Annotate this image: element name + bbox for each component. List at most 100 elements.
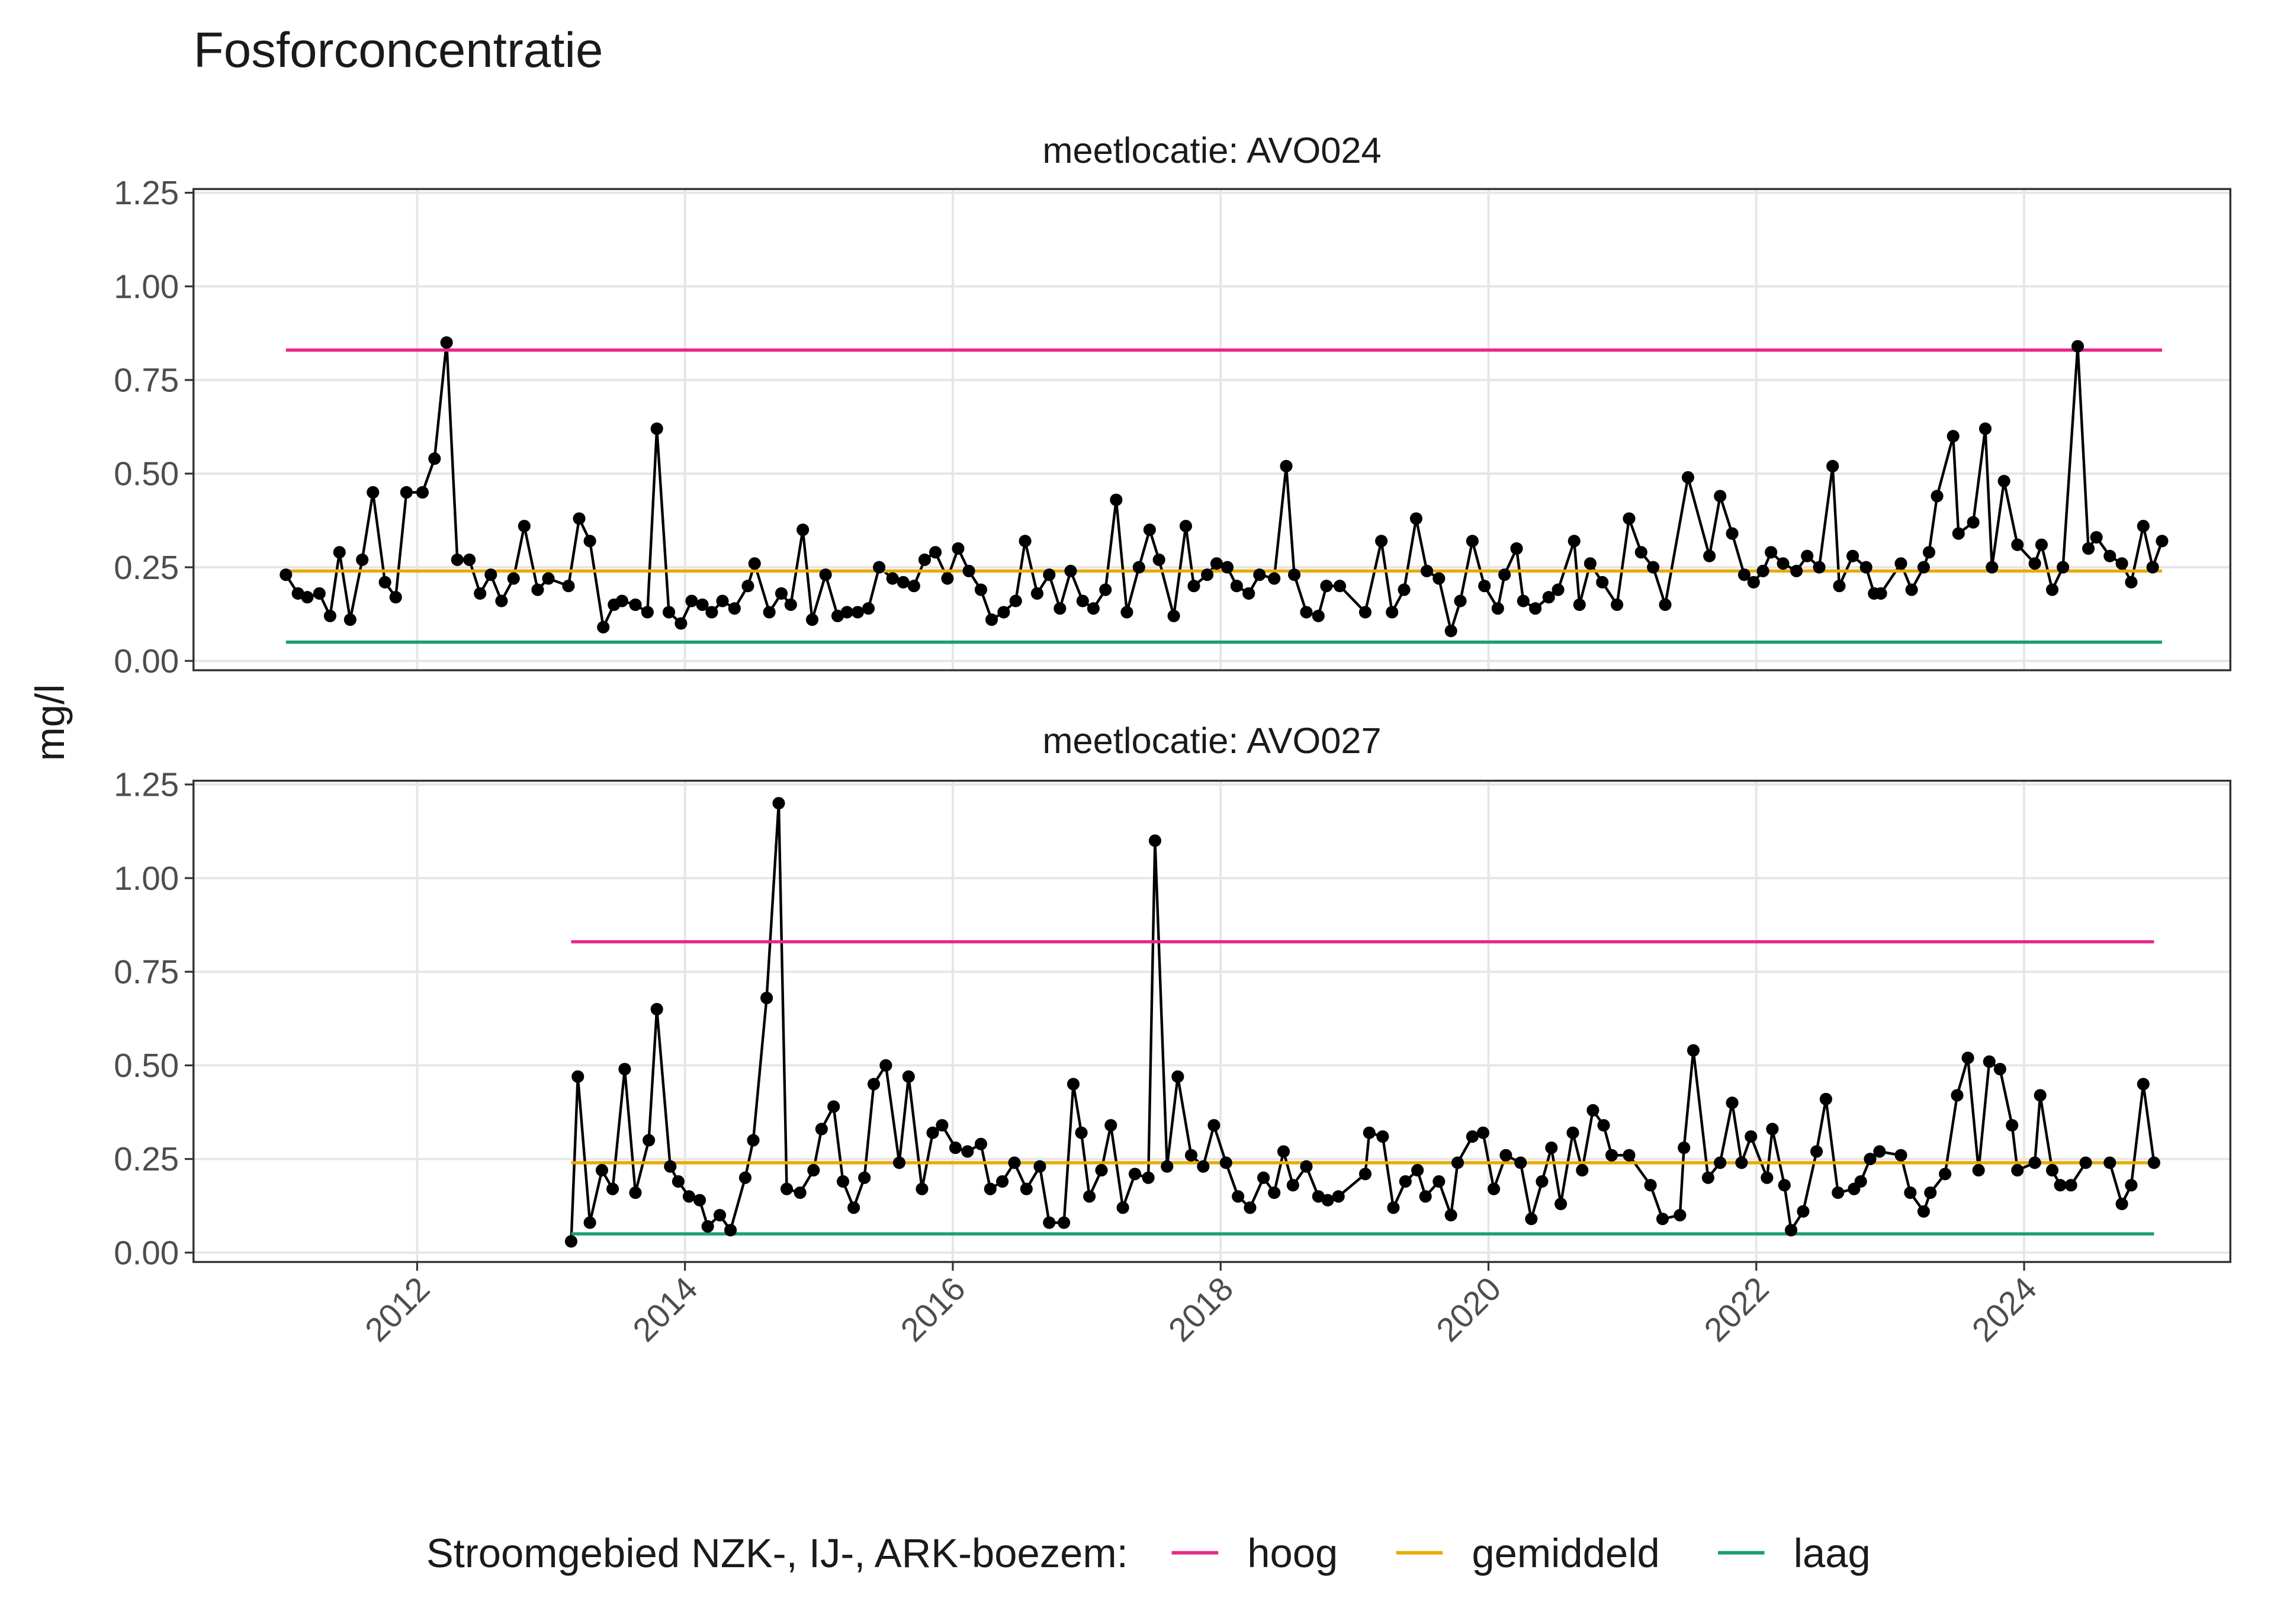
data-point [1904, 1186, 1917, 1199]
data-point [1152, 553, 1165, 567]
chart-title: Fosforconcentratie [194, 22, 603, 78]
data-point [2079, 1156, 2092, 1169]
data-point [333, 546, 346, 559]
y-tick-label: 1.00 [114, 268, 179, 305]
data-point [961, 1145, 974, 1158]
data-point [1387, 1201, 1400, 1214]
data-point [748, 557, 761, 570]
data-point [772, 797, 785, 810]
data-point [1701, 1171, 1714, 1184]
data-point [1167, 609, 1180, 622]
data-point [416, 486, 429, 499]
data-point [1363, 1126, 1376, 1139]
data-point [1517, 594, 1530, 607]
legend-title: Stroomgebied NZK-, IJ-, ARK-boezem: [426, 1530, 1128, 1576]
data-point [1961, 1051, 1974, 1065]
data-point [713, 1208, 727, 1222]
data-point [836, 1175, 850, 1188]
data-point [2137, 519, 2150, 533]
data-point [1358, 606, 1372, 619]
data-point [1320, 580, 1333, 593]
data-point [474, 587, 487, 600]
data-point [1726, 1096, 1739, 1110]
data-point [1268, 572, 1281, 585]
data-point [629, 598, 642, 611]
data-point [595, 1163, 609, 1177]
data-point [747, 1134, 760, 1147]
data-point [2146, 561, 2159, 574]
x-tick-label: 2020 [1429, 1270, 1508, 1349]
panel-title: meetlocatie: AVO027 [1042, 721, 1381, 761]
data-point [2057, 561, 2070, 574]
data-point [907, 580, 920, 593]
data-point [1846, 549, 1859, 562]
data-point [1566, 1126, 1579, 1139]
data-point [1761, 1171, 1774, 1184]
data-point [2011, 538, 2024, 551]
data-point [1826, 459, 1839, 472]
data-point [1894, 557, 1907, 570]
data-point [662, 606, 676, 619]
data-point [705, 606, 718, 619]
data-point [1433, 1175, 1446, 1188]
data-point [1280, 459, 1293, 472]
data-point [615, 594, 628, 607]
data-point [2006, 1119, 2019, 1132]
data-point [1726, 527, 1739, 540]
data-point [996, 1175, 1009, 1188]
data-point [1947, 430, 1960, 443]
data-point [1584, 557, 1597, 570]
data-point [1020, 1182, 1033, 1195]
data-point [1444, 625, 1457, 638]
data-point [1967, 516, 1980, 529]
data-point [1444, 1208, 1457, 1222]
data-point [1586, 1104, 1599, 1117]
data-point [1466, 1130, 1479, 1143]
data-point [1864, 1153, 1877, 1166]
data-point [775, 587, 788, 600]
data-point [807, 1163, 820, 1177]
data-point [1819, 1092, 1832, 1105]
data-point [1043, 1216, 1056, 1229]
data-point [1510, 542, 1523, 555]
data-point [1873, 1145, 1886, 1158]
data-point [763, 606, 776, 619]
data-point [650, 1003, 663, 1016]
data-point [606, 1182, 619, 1195]
panel-border [192, 779, 2232, 1263]
data-point [1552, 583, 1565, 596]
data-point [2028, 1156, 2041, 1169]
panel-border [192, 188, 2232, 671]
data-point [518, 519, 531, 533]
data-point [1801, 549, 1814, 562]
y-tick-label: 1.25 [114, 766, 179, 803]
data-point [1573, 598, 1586, 611]
panel-background [193, 780, 2231, 1262]
data-point [1931, 490, 1944, 503]
data-point [2071, 340, 2084, 353]
data-point [571, 1070, 584, 1083]
data-point [867, 1078, 881, 1091]
data-point [1478, 580, 1491, 593]
data-point [974, 1137, 988, 1150]
data-point [400, 486, 413, 499]
data-point [1411, 1163, 1424, 1177]
data-point [2045, 583, 2059, 596]
data-point [1687, 1044, 1700, 1057]
y-tick-label: 0.75 [114, 361, 179, 398]
y-tick-label: 0.25 [114, 549, 179, 586]
data-point [1451, 1156, 1464, 1169]
data-point [356, 553, 369, 567]
data-point [1536, 1175, 1549, 1188]
data-point [760, 992, 773, 1005]
data-point [542, 572, 555, 585]
data-point [851, 606, 864, 619]
y-tick-label: 1.25 [114, 174, 179, 211]
data-point [831, 609, 844, 622]
data-point [2034, 1089, 2047, 1102]
data-point [1972, 1163, 1985, 1177]
data-point [1476, 1126, 1490, 1139]
data-point [484, 568, 497, 581]
data-point [974, 583, 988, 596]
data-point [1951, 1089, 1964, 1102]
